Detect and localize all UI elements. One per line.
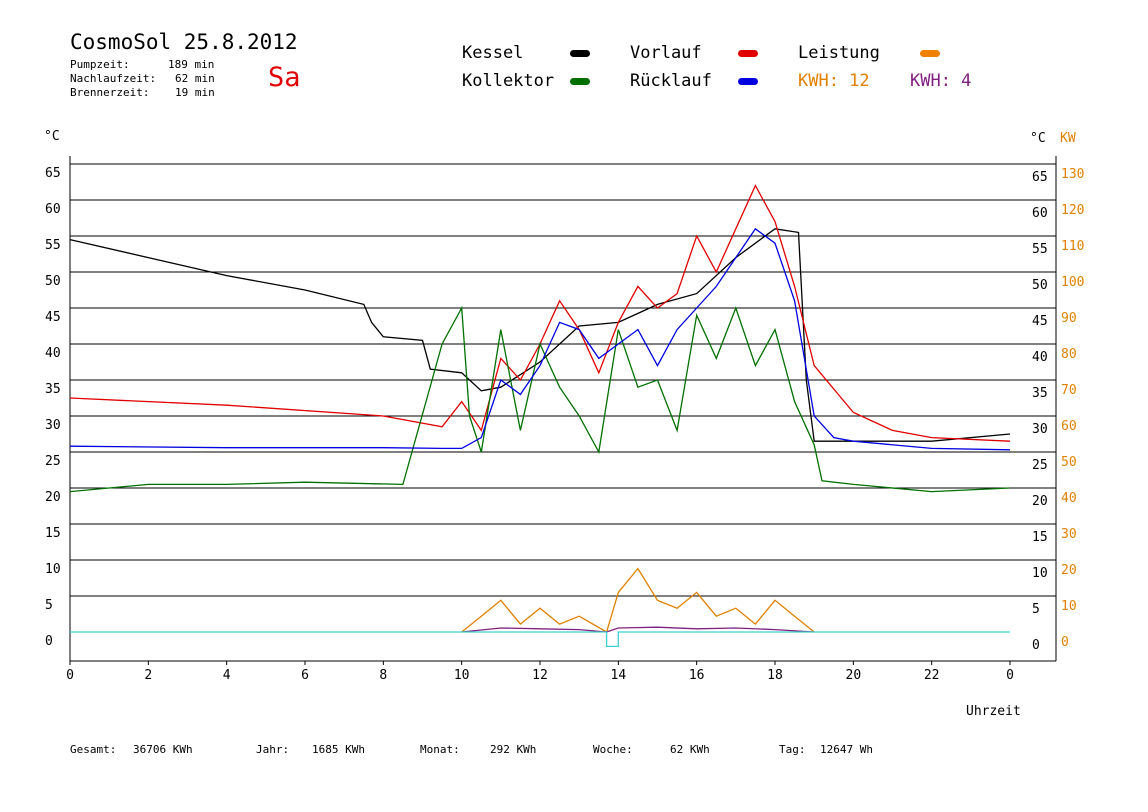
- y-unit-left: °C: [44, 129, 60, 144]
- x-tick-label: 6: [301, 668, 309, 683]
- y2-unit-right: KW: [1060, 131, 1076, 146]
- x-tick-label: 20: [846, 668, 862, 683]
- y2-tick-label: 110: [1061, 239, 1084, 254]
- y-tick-label: 20: [45, 490, 61, 505]
- footer-tag-label: Tag:: [779, 743, 806, 756]
- y-right-tick-label: 60: [1032, 206, 1048, 221]
- series-line-rcklauf: [69, 227, 1011, 451]
- y2-tick-label: 90: [1061, 311, 1077, 326]
- y-tick-label: 65: [45, 166, 61, 181]
- x-tick-label: 14: [611, 668, 627, 683]
- y2-tick-label: 30: [1061, 527, 1077, 542]
- page-title: CosmoSol 25.8.2012: [70, 30, 298, 54]
- y2-tick-label: 70: [1061, 383, 1077, 398]
- y2-tick-label: 10: [1061, 599, 1077, 614]
- footer-gesamt-value: 36706 KWh: [133, 743, 193, 756]
- series-line-kollektor: [69, 305, 1011, 493]
- legend-kwh-burner: KWH: 4: [910, 71, 972, 91]
- legend-kollektor-label: Kollektor: [462, 71, 555, 91]
- y-right-tick-label: 25: [1032, 458, 1048, 473]
- y2-tick-label: 130: [1061, 167, 1084, 182]
- y-right-tick-label: 20: [1032, 494, 1048, 509]
- legend-leistung-swatch: [920, 50, 940, 57]
- brennerzeit-value: 19 min: [175, 86, 215, 99]
- y-right-tick-label: 40: [1032, 350, 1048, 365]
- y-right-tick-label: 10: [1032, 566, 1048, 581]
- y-tick-label: 55: [45, 238, 61, 253]
- footer-monat-label: Monat:: [420, 743, 460, 756]
- y-right-tick-label: 50: [1032, 278, 1048, 293]
- footer-woche-value: 62 KWh: [670, 743, 710, 756]
- series-line-kessel: [69, 228, 1011, 442]
- legend-ruecklauf-swatch: [738, 78, 758, 85]
- y-tick-label: 25: [45, 454, 61, 469]
- legend-kwh-total: KWH: 12: [798, 71, 870, 91]
- y-tick-label: 5: [45, 598, 53, 613]
- y2-tick-label: 120: [1061, 203, 1084, 218]
- y-right-tick-label: 45: [1032, 314, 1048, 329]
- weekday-label: Sa: [268, 62, 301, 93]
- y-right-tick-label: 65: [1032, 170, 1048, 185]
- footer-jahr-label: Jahr:: [256, 743, 290, 756]
- y2-tick-label: 100: [1061, 275, 1084, 290]
- y-right-tick-label: 30: [1032, 422, 1048, 437]
- footer-tag-value: 12647 Wh: [820, 743, 873, 756]
- pumpzeit-value: 189 min: [168, 58, 215, 71]
- x-tick-label: 16: [689, 668, 705, 683]
- x-tick-label: 22: [924, 668, 940, 683]
- y2-tick-label: 60: [1061, 419, 1077, 434]
- y-tick-label: 40: [45, 346, 61, 361]
- y2-tick-label: 80: [1061, 347, 1077, 362]
- series-line-brenner: [461, 626, 815, 633]
- x-axis-label: Uhrzeit: [966, 704, 1021, 719]
- legend-vorlauf-swatch: [738, 50, 758, 57]
- x-tick-label: 2: [144, 668, 152, 683]
- y-tick-label: 30: [45, 418, 61, 433]
- y-tick-label: 50: [45, 274, 61, 289]
- legend-kessel-swatch: [570, 50, 590, 57]
- pumpzeit-label: Pumpzeit:: [70, 58, 130, 71]
- x-tick-label: 4: [223, 668, 231, 683]
- legend-kollektor-swatch: [570, 78, 590, 85]
- footer-jahr-value: 1685 KWh: [312, 743, 365, 756]
- y-tick-label: 60: [45, 202, 61, 217]
- x-tick-label: 8: [379, 668, 387, 683]
- y-right-tick-label: 15: [1032, 530, 1048, 545]
- y2-tick-label: 40: [1061, 491, 1077, 506]
- legend-kessel-label: Kessel: [462, 43, 524, 63]
- x-tick-label: 12: [532, 668, 548, 683]
- x-tick-label: 10: [454, 668, 470, 683]
- series-line-leistung: [461, 567, 815, 633]
- footer-woche-label: Woche:: [593, 743, 633, 756]
- nachlaufzeit-value: 62 min: [175, 72, 215, 85]
- y-tick-label: 35: [45, 382, 61, 397]
- y2-tick-label: 20: [1061, 563, 1077, 578]
- y2-tick-label: 50: [1061, 455, 1077, 470]
- brennerzeit-label: Brennerzeit:: [70, 86, 150, 99]
- x-tick-label: 18: [767, 668, 783, 683]
- series-line-vorlauf: [69, 184, 1011, 442]
- y2-tick-label: 0: [1061, 635, 1069, 650]
- footer-monat-value: 292 KWh: [490, 743, 537, 756]
- y-tick-label: 0: [45, 634, 53, 649]
- y-right-tick-label: 0: [1032, 638, 1040, 653]
- x-tick-label: 0: [66, 668, 74, 683]
- legend-ruecklauf-label: Rücklauf: [630, 71, 712, 91]
- legend-leistung-label: Leistung: [798, 43, 880, 63]
- nachlaufzeit-label: Nachlaufzeit:: [70, 72, 157, 85]
- footer-gesamt-label: Gesamt:: [70, 743, 117, 756]
- y-tick-label: 45: [45, 310, 61, 325]
- y-tick-label: 15: [45, 526, 61, 541]
- y-right-tick-label: 35: [1032, 386, 1048, 401]
- series-line-pumpe: [70, 631, 1010, 648]
- y-right-tick-label: 5: [1032, 602, 1040, 617]
- y-unit-right: °C: [1030, 131, 1046, 146]
- y-right-tick-label: 55: [1032, 242, 1048, 257]
- legend-vorlauf-label: Vorlauf: [630, 43, 702, 63]
- x-tick-label: 0: [1006, 668, 1014, 683]
- y-tick-label: 10: [45, 562, 61, 577]
